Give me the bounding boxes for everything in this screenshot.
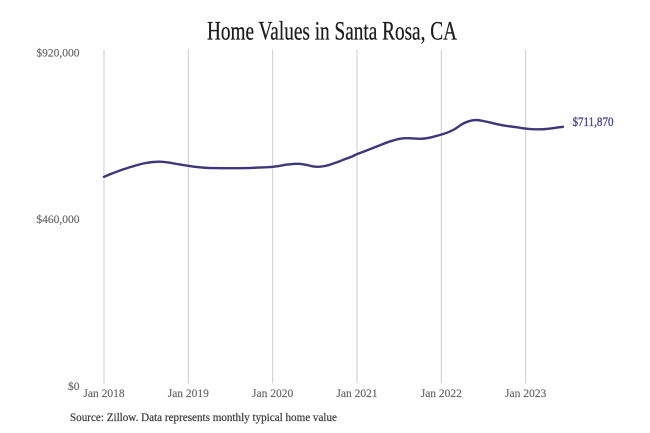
- svg-text:Source: Zillow. Data represent: Source: Zillow. Data represents monthly …: [70, 412, 337, 424]
- svg-text:Jan 2021: Jan 2021: [336, 388, 377, 400]
- svg-text:Jan 2020: Jan 2020: [252, 388, 293, 400]
- svg-text:$920,000: $920,000: [36, 46, 79, 59]
- svg-text:$0: $0: [68, 380, 80, 393]
- svg-text:Jan 2018: Jan 2018: [83, 388, 124, 400]
- svg-text:Jan 2019: Jan 2019: [168, 388, 209, 400]
- svg-text:Jan 2022: Jan 2022: [421, 388, 462, 400]
- svg-text:Home Values in Santa Rosa, CA: Home Values in Santa Rosa, CA: [207, 17, 457, 46]
- svg-text:$711,870: $711,870: [573, 115, 614, 129]
- svg-text:Jan 2023: Jan 2023: [505, 388, 546, 400]
- svg-text:$460,000: $460,000: [36, 213, 79, 226]
